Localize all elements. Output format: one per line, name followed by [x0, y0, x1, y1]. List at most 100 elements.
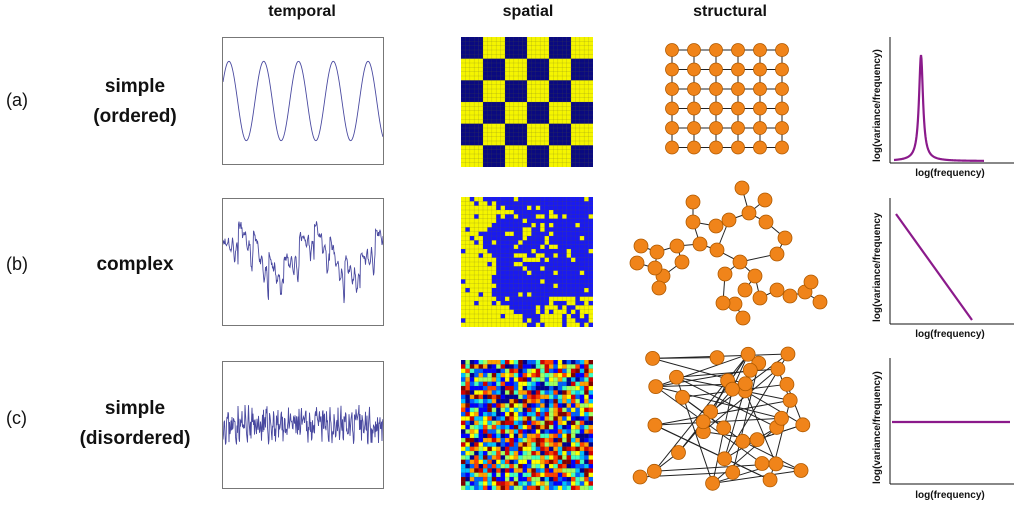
- row-letter-a: (a): [6, 90, 28, 110]
- network-node: [687, 121, 701, 135]
- network-node: [709, 140, 723, 155]
- structural-panel-a: [660, 38, 800, 163]
- spatial-panel-c: [461, 360, 593, 490]
- network-node: [705, 475, 720, 491]
- row-label-c-line2: (disordered): [79, 428, 191, 449]
- network-edge: [654, 417, 782, 426]
- network-node: [735, 310, 751, 326]
- network-node: [769, 246, 785, 262]
- network-node: [695, 414, 711, 430]
- network-node: [648, 379, 664, 395]
- spectrum-a-xlabel: log(frequency): [915, 168, 985, 179]
- temporal-panel-b: [222, 198, 384, 326]
- network-node: [665, 101, 679, 116]
- network-node: [665, 82, 679, 96]
- network-node: [749, 432, 765, 448]
- spectrum-panel-a: [876, 35, 1016, 165]
- spectrum-powerlaw-plot: [889, 198, 1014, 325]
- network-node: [775, 43, 789, 57]
- network-node: [775, 101, 789, 116]
- temporal-signal-c: [223, 404, 383, 445]
- network-node: [665, 140, 679, 155]
- spectrum-flat-plot: [889, 358, 1014, 485]
- spectrum-panel-c: [876, 356, 1016, 486]
- lattice-network: [665, 43, 789, 155]
- lattice-nodes: [665, 43, 789, 155]
- network-node: [757, 192, 773, 208]
- network-node: [742, 362, 758, 378]
- network-node: [731, 62, 745, 77]
- spectrum-powerlaw-line: [895, 213, 973, 321]
- network-node: [675, 389, 690, 405]
- tree-network: [629, 180, 828, 326]
- checkerboard-cells: [461, 37, 593, 167]
- network-node: [774, 410, 789, 426]
- spatial-grid-random: [461, 360, 593, 490]
- complex-cells: [461, 197, 593, 327]
- network-node: [803, 274, 819, 290]
- network-node: [717, 451, 732, 467]
- network-node: [687, 82, 701, 96]
- network-node: [709, 43, 723, 57]
- spectrum-b-xlabel: log(frequency): [915, 329, 985, 340]
- row-label-a-line2: (ordered): [93, 106, 177, 127]
- spatial-panel-a: [461, 37, 593, 167]
- row-label-a: simple (ordered): [60, 72, 210, 132]
- network-node: [731, 82, 745, 96]
- network-node: [753, 62, 767, 77]
- network-node: [769, 282, 785, 298]
- network-edge: [744, 390, 777, 465]
- network-node: [770, 361, 786, 377]
- network-node: [709, 62, 723, 77]
- network-node: [762, 472, 778, 488]
- network-node: [665, 121, 679, 135]
- network-node: [731, 101, 745, 116]
- row-label-c-line1: simple: [104, 398, 166, 419]
- network-node: [687, 43, 701, 57]
- noise-signal: [223, 404, 383, 445]
- network-node: [753, 140, 767, 155]
- network-node: [715, 295, 731, 311]
- temporal-panel-c: [222, 361, 384, 489]
- network-node: [717, 266, 733, 282]
- network-node: [741, 205, 757, 221]
- random-network: [632, 346, 811, 491]
- network-edge: [712, 470, 802, 484]
- row-label-b-line1: complex: [96, 254, 174, 275]
- network-node: [779, 376, 795, 392]
- network-node: [703, 404, 719, 420]
- network-node: [649, 244, 665, 260]
- network-node: [777, 230, 793, 246]
- structural-panel-c: [628, 344, 818, 499]
- network-node: [782, 288, 798, 304]
- spectrum-a-ylabel: log(variance/frequency): [872, 49, 883, 162]
- network-node: [793, 463, 809, 478]
- network-node: [737, 376, 753, 392]
- random-cells: [461, 360, 593, 490]
- network-node: [731, 121, 745, 135]
- network-node: [629, 255, 645, 271]
- network-node: [768, 456, 784, 472]
- network-node: [692, 236, 708, 252]
- structural-panel-b: [625, 178, 835, 328]
- sine-wave: [223, 60, 383, 142]
- network-node: [687, 101, 701, 116]
- network-node: [754, 456, 770, 471]
- network-node: [646, 463, 662, 479]
- network-node: [665, 62, 679, 77]
- network-edge: [655, 386, 782, 419]
- network-node: [775, 140, 789, 155]
- complex-signal: [223, 221, 383, 304]
- temporal-signal-b: [223, 221, 383, 304]
- temporal-panel-a: [222, 37, 384, 165]
- network-node: [669, 369, 684, 385]
- network-node: [731, 140, 745, 155]
- network-node: [782, 392, 798, 408]
- spectrum-panel-b: [876, 196, 1016, 326]
- network-node: [687, 140, 701, 155]
- network-node: [645, 351, 661, 366]
- network-edge: [655, 369, 751, 388]
- spectrum-c-ylabel: log(variance/frequency): [872, 371, 883, 484]
- column-header-structural: structural: [693, 3, 767, 20]
- network-node: [740, 346, 756, 362]
